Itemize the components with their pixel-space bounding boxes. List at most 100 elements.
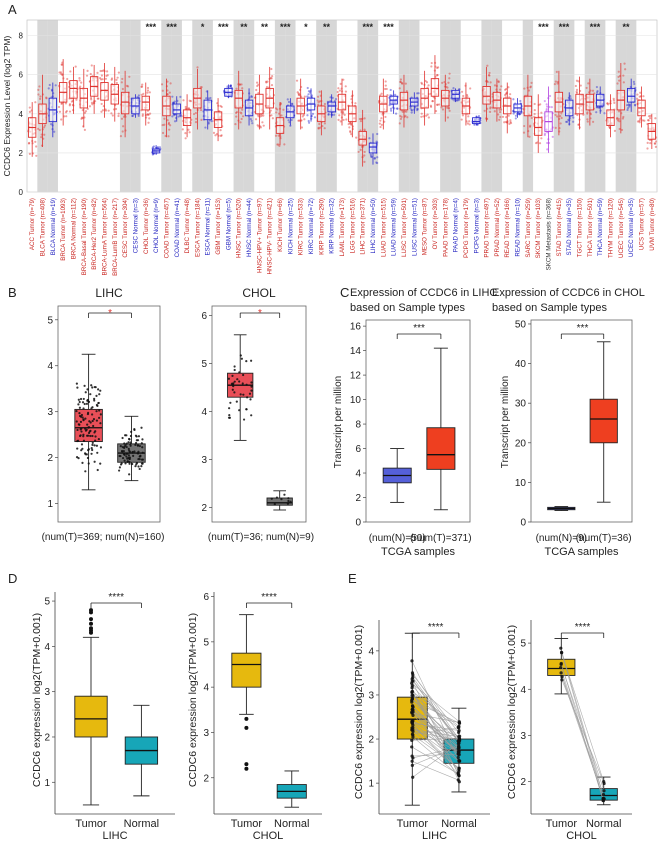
panel-b-point: [94, 435, 97, 438]
panel-a-point: [649, 114, 652, 117]
panel-a-point: [28, 110, 31, 113]
panel-a-point: [514, 114, 518, 117]
panel-a-point: [317, 103, 320, 106]
panel-b-point: [135, 462, 139, 465]
panel-a-point: [298, 119, 301, 122]
panel-a-point: [642, 95, 645, 98]
panel-b-point: [123, 459, 126, 462]
panel-a-point: [507, 86, 510, 89]
panel-b-point: [130, 430, 133, 433]
panel-e-pair-line: [412, 674, 459, 733]
panel-b-point: [82, 435, 85, 438]
panel-a-point: [384, 84, 387, 87]
panel-b-point: [129, 434, 133, 438]
panel-a-point: [79, 85, 82, 88]
panel-c-ytick: 0: [355, 518, 361, 529]
panel-a-point: [220, 105, 223, 109]
panel-a-point: [140, 85, 144, 88]
panel-a-point: [347, 122, 350, 126]
panel-c-ytick: 8: [355, 420, 361, 431]
panel-e-xtick: Normal: [586, 818, 621, 830]
panel-a-point: [543, 132, 547, 135]
panel-b-point: [97, 402, 100, 405]
panel-a-point: [156, 145, 160, 149]
panel-a-xlabel: SARC Tumor (n=259): [525, 198, 532, 258]
panel-a-point: [426, 113, 429, 116]
panel-a-point: [188, 131, 191, 134]
panel-a-point: [388, 103, 391, 107]
panel-a-point: [128, 75, 131, 78]
panel-a-point: [291, 103, 294, 106]
panel-b-point: [99, 462, 102, 465]
panel-a-point: [505, 116, 508, 119]
panel-d-outlier: [244, 716, 249, 721]
panel-a-point: [508, 122, 511, 125]
panel-a-point: [262, 124, 265, 127]
panel-a-xlabel: CESC Tumor (n=304): [122, 198, 129, 258]
panel-a-box: [472, 117, 481, 125]
panel-b-point: [140, 458, 144, 461]
panel-b-point: [120, 449, 124, 453]
panel-a-point: [399, 78, 402, 81]
panel-a-sig: **: [323, 22, 331, 32]
panel-d-outlier: [89, 626, 93, 631]
panel-c-ytick: 0: [520, 518, 526, 529]
panel-a-point: [401, 110, 404, 113]
panel-a-box: [358, 130, 367, 146]
panel-a-point: [115, 78, 118, 81]
panel-e-pair-line: [411, 746, 459, 775]
panel-a-xlabel: ESCA Tumor (n=184): [194, 198, 201, 257]
panel-e-point: [560, 675, 564, 679]
panel-a-point: [188, 99, 191, 102]
panel-a-point: [363, 160, 366, 163]
panel-a-xlabel: LIHC Tumor (n=371): [360, 198, 367, 255]
panel-a-point: [261, 121, 264, 124]
panel-a-point: [249, 117, 252, 121]
panel-e-ytick: 2: [520, 777, 526, 788]
panel-a-point: [106, 70, 109, 73]
panel-a-point: [626, 108, 629, 112]
panel-a-point: [427, 84, 430, 87]
panel-b-point: [141, 451, 144, 454]
panel-a-point: [39, 97, 42, 100]
panel-a-point: [396, 107, 399, 110]
panel-a-point: [636, 120, 640, 123]
panel-a-point: [137, 94, 140, 97]
panel-a-point: [618, 120, 621, 123]
panel-a-point: [212, 131, 216, 135]
panel-a-point: [355, 136, 358, 139]
panel-a-point: [616, 119, 620, 122]
panel-a-sig: ***: [146, 22, 157, 32]
panel-a-point: [179, 115, 183, 118]
panel-a-box: [100, 82, 109, 101]
panel-e-point: [457, 774, 461, 778]
panel-a-box: [120, 91, 130, 115]
panel-d-ytick: 4: [44, 642, 50, 653]
panel-a-point: [35, 145, 38, 148]
panel-a-point: [375, 161, 378, 164]
panel-a-point: [265, 81, 268, 84]
panel-e-pair-line: [412, 715, 460, 761]
panel-a-point: [117, 71, 120, 74]
panel-a-point: [323, 122, 327, 125]
panel-a-point: [200, 118, 203, 121]
panel-a-point: [147, 121, 150, 124]
panel-a-point: [400, 81, 404, 85]
panel-a-point: [81, 109, 84, 112]
panel-a-point: [348, 121, 351, 124]
panel-a-point: [60, 102, 63, 105]
panel-e-point: [457, 735, 461, 739]
panel-a-point: [166, 93, 169, 96]
panel-a-point: [337, 118, 340, 121]
panel-b-point: [123, 442, 126, 445]
panel-e-sig: ****: [428, 622, 444, 633]
panel-e-pair-line: [412, 736, 460, 776]
panel-a-point: [410, 108, 413, 112]
panel-e-sig: ****: [575, 622, 591, 633]
panel-b-point: [92, 418, 96, 421]
panel-a-point: [60, 63, 63, 66]
panel-a-point: [431, 99, 434, 103]
panel-a-point: [543, 99, 546, 103]
panel-a-point: [575, 88, 579, 91]
panel-a-point: [131, 114, 134, 118]
